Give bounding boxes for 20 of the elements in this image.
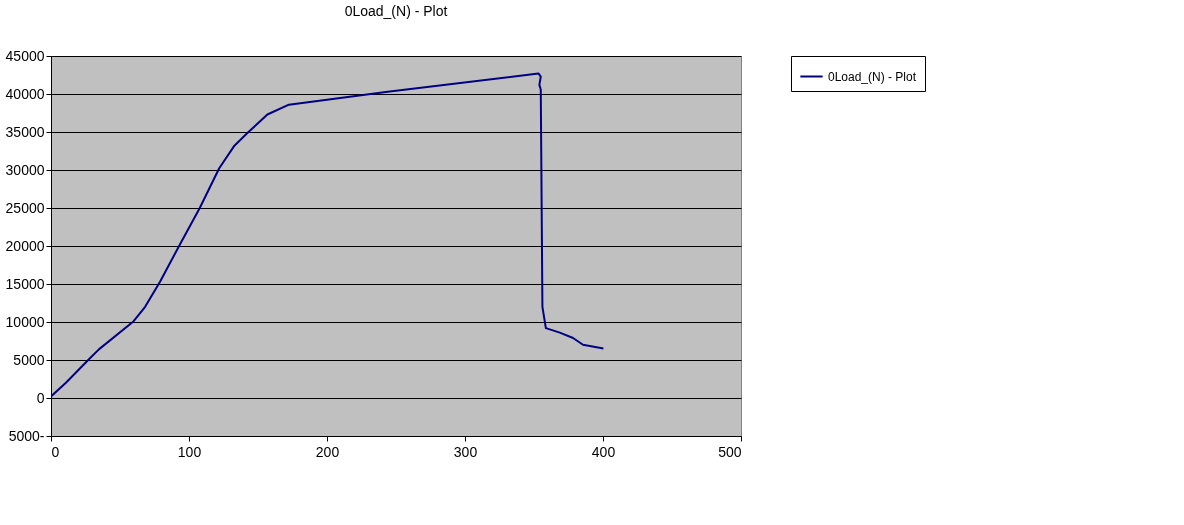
chart-title: 0Load_(N) - Plot — [344, 3, 448, 19]
y-tick-label: 35000 — [5, 123, 45, 140]
y-tick-label: 40000 — [5, 85, 45, 102]
y-tick-label: 10000 — [5, 313, 45, 330]
y-tick-label: 15000 — [5, 275, 45, 292]
y-tick-label: 5000- — [8, 427, 45, 444]
y-tick-label: 25000 — [5, 199, 45, 216]
x-tick-label: 0 — [51, 443, 60, 460]
x-tick-label: 200 — [315, 443, 340, 460]
y-tick-label: 5000 — [13, 351, 45, 368]
x-tick-label: 500 — [718, 443, 742, 460]
y-tick-label: 20000 — [5, 237, 45, 254]
x-tick-label: 100 — [177, 443, 202, 460]
legend-label: 0Load_(N) - Plot — [828, 69, 917, 84]
x-tick-label: 300 — [453, 443, 478, 460]
y-tick-label: 45000 — [5, 47, 45, 64]
y-tick-label: 30000 — [5, 161, 45, 178]
y-tick-label: 0 — [36, 389, 45, 406]
line-series — [51, 72, 605, 398]
x-tick-label: 400 — [591, 443, 616, 460]
